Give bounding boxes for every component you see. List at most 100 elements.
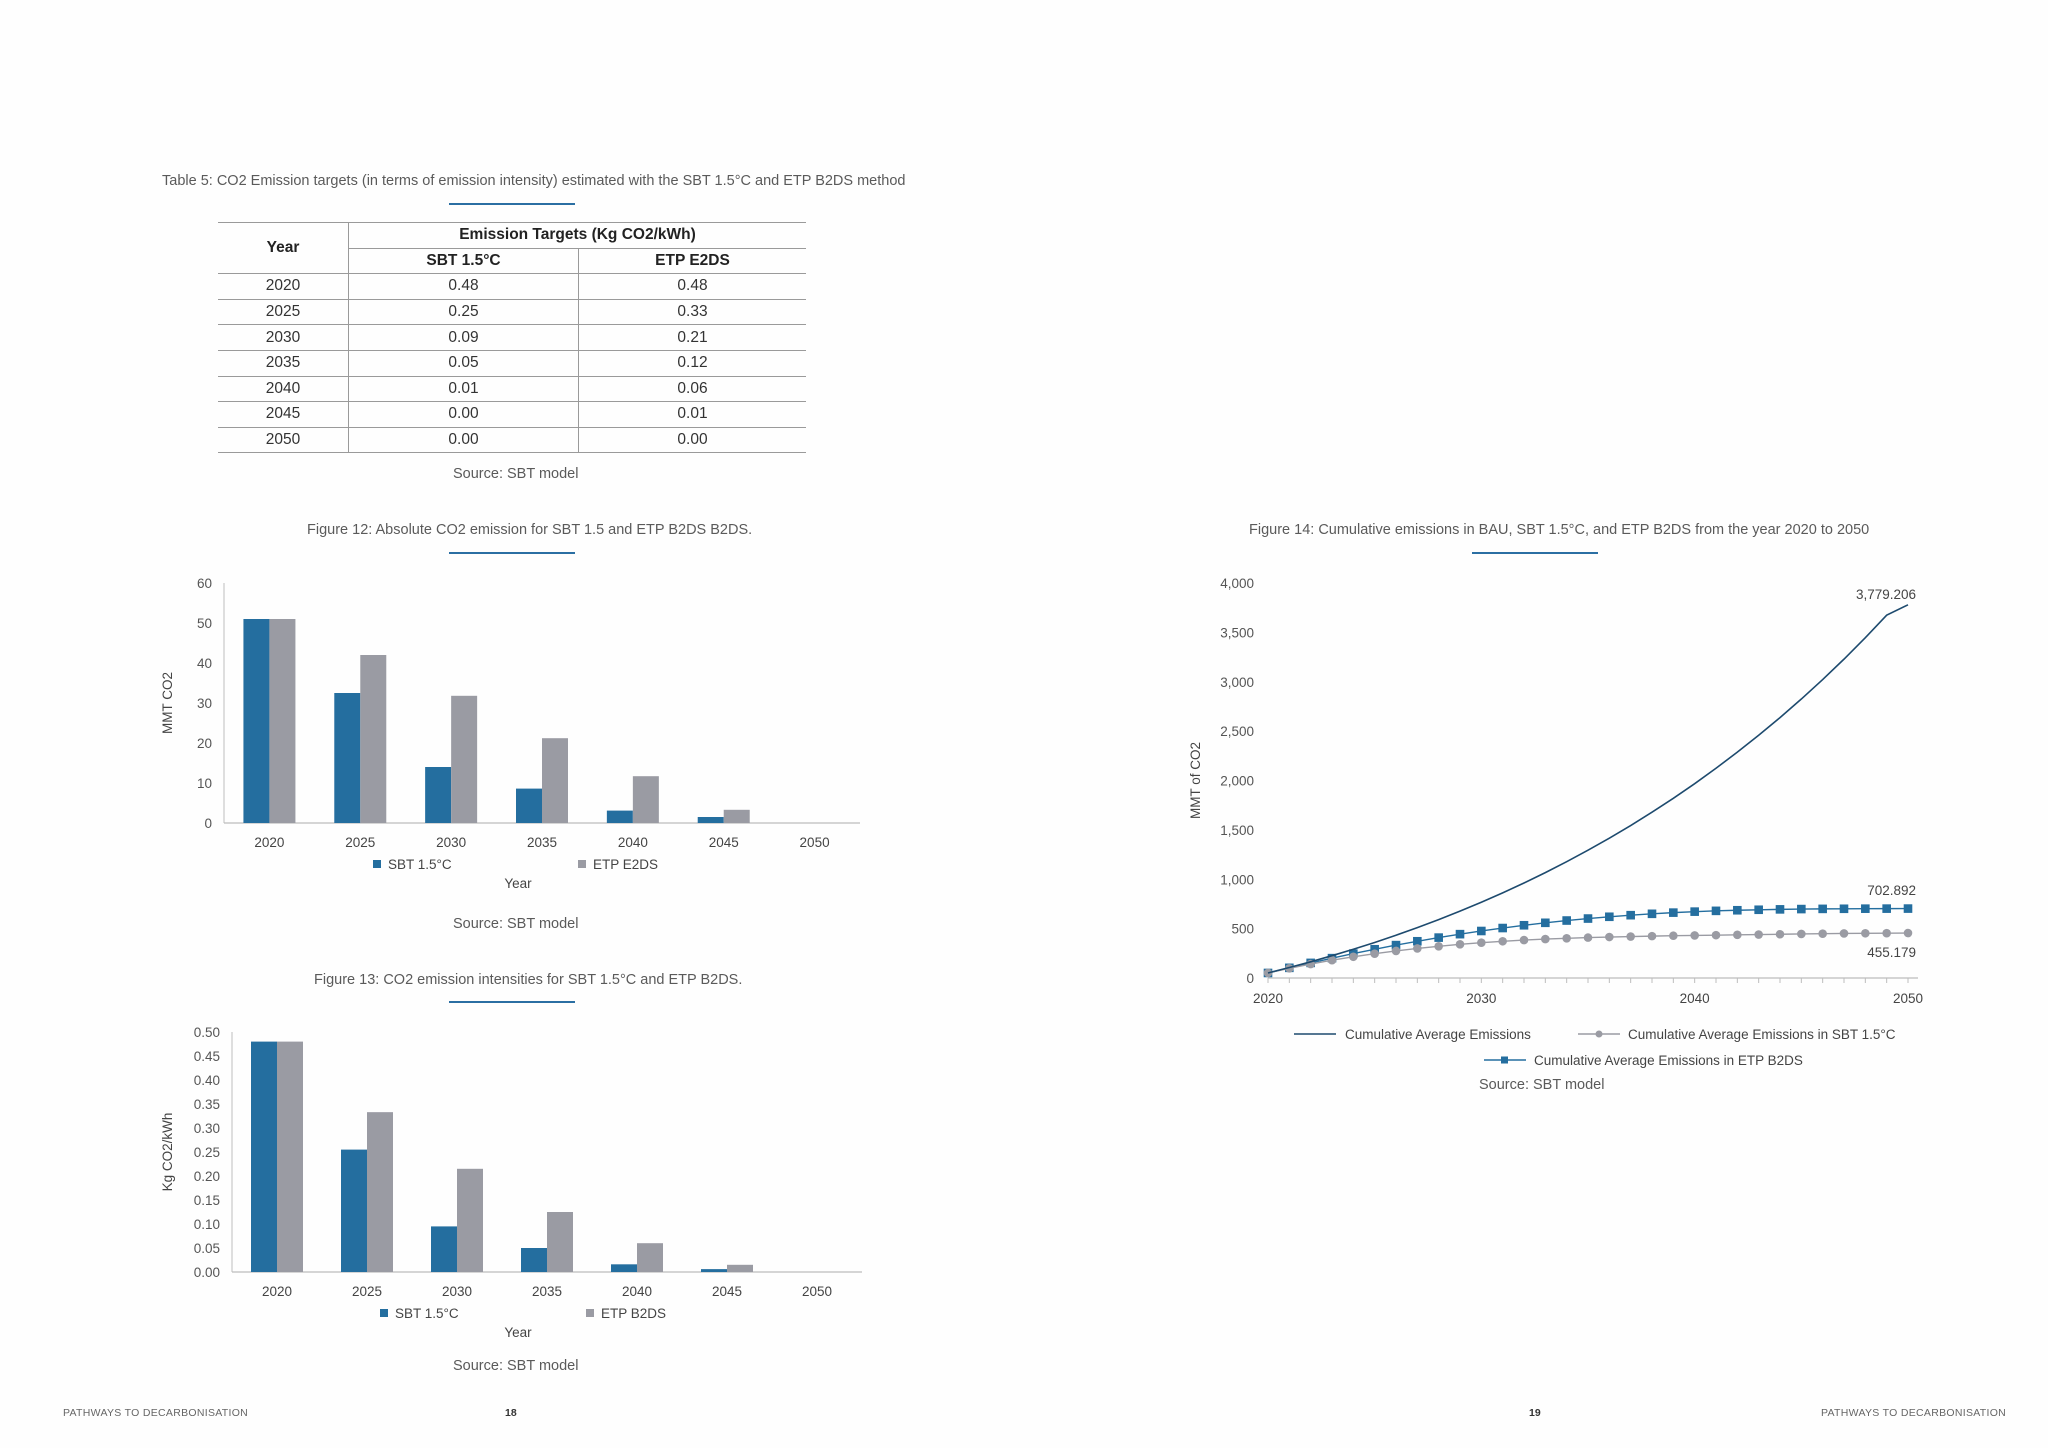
x-tick-label: 2035 xyxy=(527,835,557,850)
point-etp xyxy=(1434,933,1443,942)
point-sbt xyxy=(1583,933,1593,942)
page-number-19: 19 xyxy=(1529,1407,1541,1419)
x-tick-label: 2020 xyxy=(254,835,284,850)
point-etp xyxy=(1562,916,1571,925)
y-tick-label: 0.00 xyxy=(194,1265,220,1280)
legend-label: SBT 1.5°C xyxy=(388,857,452,872)
x-tick-label: 2025 xyxy=(345,835,375,850)
figure14-chart: 0 500 1,000 1,500 2,000 2,500 3,000 3,500 4,000 2… xyxy=(1188,576,1923,1068)
figure12-source: Source: SBT model xyxy=(453,916,579,932)
bar-etp xyxy=(269,619,296,823)
legend-label: Cumulative Average Emissions in ETP B2DS xyxy=(1534,1053,1803,1068)
y-tick-label: 0 xyxy=(1246,971,1254,986)
x-tick-label: 2030 xyxy=(1466,991,1496,1006)
year-cell: 2030 xyxy=(218,324,349,351)
x-tick-label: 2020 xyxy=(262,1284,292,1299)
point-etp xyxy=(1754,905,1763,915)
point-sbt xyxy=(1327,955,1337,965)
etp-cell: 0.06 xyxy=(578,376,806,403)
footer-left: PATHWAYS TO DECARBONISATION xyxy=(63,1407,249,1419)
y-tick-label: 30 xyxy=(197,696,212,711)
point-etp xyxy=(1605,912,1614,922)
point-etp xyxy=(1583,914,1593,923)
point-sbt xyxy=(1839,929,1849,938)
point-sbt xyxy=(1370,949,1379,959)
point-etp xyxy=(1711,906,1721,916)
bar-etp xyxy=(277,1041,303,1272)
bar-etp xyxy=(547,1212,573,1272)
etp-cell: 0.12 xyxy=(578,350,806,377)
table5-source: Source: SBT model xyxy=(453,466,579,482)
footer-right: PATHWAYS TO DECARBONISATION xyxy=(1821,1407,2007,1419)
year-cell: 2020 xyxy=(218,273,349,300)
point-etp xyxy=(1370,944,1379,954)
point-etp xyxy=(1669,908,1678,917)
point-etp xyxy=(1647,909,1657,919)
y-tick-label: 60 xyxy=(197,576,212,591)
point-sbt xyxy=(1498,936,1507,946)
point-sbt xyxy=(1711,930,1721,940)
legend-swatch xyxy=(578,860,586,868)
bar-etp xyxy=(632,776,659,823)
figure13-caption: Figure 13: CO2 emission intensities for … xyxy=(314,972,743,988)
point-etp xyxy=(1861,904,1870,913)
point-etp xyxy=(1733,905,1742,915)
y-tick-label: 0.05 xyxy=(194,1241,220,1256)
legend-marker-etp xyxy=(1501,1056,1508,1064)
x-axis-label: Year xyxy=(504,1325,532,1340)
table-row: 2040 0.01 0.06 xyxy=(218,376,806,403)
x-tick-label: 2050 xyxy=(800,835,830,850)
point-etp xyxy=(1391,940,1401,950)
figure12-caption-rule xyxy=(449,552,575,554)
point-sbt xyxy=(1647,931,1657,941)
point-sbt xyxy=(1882,928,1891,938)
etp-col-header: ETP E2DS xyxy=(578,248,806,275)
bar-sbt xyxy=(606,810,633,823)
left-page: Table 5: CO2 Emission targets (in terms … xyxy=(63,173,906,1419)
bar-sbt xyxy=(431,1226,457,1272)
table5-caption-rule xyxy=(449,203,575,205)
table-row: 2045 0.00 0.01 xyxy=(218,401,806,428)
etp-cell: 0.21 xyxy=(578,324,806,351)
point-etp xyxy=(1413,936,1422,946)
legend-swatch xyxy=(586,1309,594,1317)
table-row: 2030 0.09 0.21 xyxy=(218,324,806,351)
point-sbt xyxy=(1797,929,1806,939)
series-line xyxy=(1267,604,1909,974)
point-etp xyxy=(1477,926,1486,936)
sbt-cell: 0.09 xyxy=(348,324,579,351)
x-tick-label: 2045 xyxy=(712,1284,742,1299)
point-sbt xyxy=(1626,932,1635,941)
year-cell: 2040 xyxy=(218,376,349,403)
year-cell: 2050 xyxy=(218,427,349,454)
bar-sbt xyxy=(251,1041,277,1272)
point-etp xyxy=(1903,904,1913,913)
etp-cell: 0.33 xyxy=(578,299,806,326)
y-tick-label: 1,500 xyxy=(1220,823,1254,838)
legend-label: ETP E2DS xyxy=(593,857,658,872)
x-tick-label: 2050 xyxy=(802,1284,832,1299)
bar-sbt xyxy=(341,1149,367,1272)
point-sbt xyxy=(1669,931,1678,941)
x-axis-label: Year xyxy=(504,876,532,891)
bar-sbt xyxy=(243,619,270,823)
sbt-cell: 0.48 xyxy=(348,273,579,300)
point-sbt xyxy=(1775,929,1785,939)
bar-etp xyxy=(542,738,568,823)
y-tick-label: 0.10 xyxy=(194,1217,220,1232)
table-row: 2025 0.25 0.33 xyxy=(218,299,806,326)
legend-label: ETP B2DS xyxy=(601,1306,666,1321)
figure12-caption: Figure 12: Absolute CO2 emission for SBT… xyxy=(307,522,753,538)
annotation-sbt-final: 455.179 xyxy=(1867,945,1916,960)
etp-cell: 0.00 xyxy=(578,427,806,454)
sbt-col-header: SBT 1.5°C xyxy=(348,248,579,275)
bar-sbt xyxy=(697,817,724,823)
y-tick-label: 20 xyxy=(197,736,212,751)
bar-sbt xyxy=(611,1264,637,1272)
point-etp xyxy=(1690,907,1699,916)
point-etp xyxy=(1455,929,1465,939)
point-etp xyxy=(1818,904,1827,914)
y-tick-label: 0 xyxy=(204,816,212,831)
x-tick-label: 2040 xyxy=(618,835,648,850)
year-header: Year xyxy=(218,221,349,275)
